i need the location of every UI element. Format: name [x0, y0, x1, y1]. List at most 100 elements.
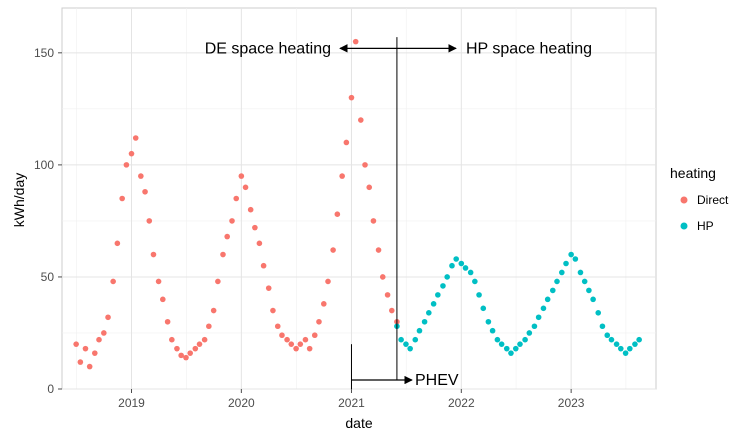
y-tick-label: 0	[47, 382, 54, 396]
axis-ticks: 2019 2020 2021 2022 2023 0 50 100 150	[34, 46, 585, 410]
data-point	[316, 318, 322, 325]
data-point	[627, 345, 633, 352]
data-point	[110, 278, 116, 285]
data-point	[142, 188, 148, 195]
data-point	[86, 363, 93, 370]
legend: heating Direct HP	[670, 165, 729, 233]
data-point	[220, 251, 226, 258]
data-point	[608, 336, 615, 343]
data-point	[279, 332, 285, 339]
data-point	[595, 310, 602, 316]
data-point	[101, 330, 107, 336]
data-point	[138, 173, 144, 179]
data-point	[554, 278, 560, 285]
data-point	[440, 283, 446, 289]
data-point	[352, 38, 359, 45]
data-point	[416, 327, 423, 334]
data-point	[544, 296, 551, 303]
data-point	[229, 218, 235, 224]
data-point	[174, 345, 180, 352]
data-point	[233, 195, 240, 202]
data-point	[430, 301, 437, 307]
x-tick-label: 2019	[118, 396, 145, 410]
legend-key-hp	[680, 222, 688, 230]
legend-title: heating	[670, 165, 716, 181]
data-point	[421, 318, 428, 325]
data-point	[114, 240, 121, 247]
data-point	[366, 184, 373, 191]
data-point	[192, 345, 199, 352]
data-point	[169, 336, 175, 343]
y-tick-label: 150	[34, 46, 54, 60]
data-point	[586, 287, 592, 294]
data-point	[82, 345, 89, 352]
y-tick-label: 50	[41, 270, 55, 284]
data-point	[379, 274, 386, 280]
data-point	[150, 251, 157, 258]
legend-item-direct: Direct	[680, 193, 729, 207]
y-axis-title: kWh/day	[11, 173, 27, 227]
data-point	[160, 296, 166, 303]
data-point	[577, 269, 584, 276]
x-tick-label: 2023	[558, 396, 585, 410]
data-point	[358, 117, 364, 123]
data-point	[508, 350, 514, 356]
data-point	[210, 307, 217, 314]
data-point	[622, 350, 629, 356]
data-point	[435, 292, 441, 298]
data-point	[498, 341, 505, 347]
plot-panel	[61, 7, 657, 390]
data-point	[632, 341, 638, 347]
data-point	[164, 318, 171, 325]
data-point	[412, 336, 419, 343]
data-point	[599, 323, 606, 330]
data-point	[343, 139, 350, 146]
data-point	[476, 292, 482, 298]
legend-item-hp: HP	[680, 219, 714, 233]
data-point	[407, 345, 413, 352]
data-point	[526, 330, 533, 336]
data-point	[73, 341, 79, 347]
data-point	[215, 278, 221, 285]
data-point	[242, 184, 249, 191]
data-point	[531, 323, 538, 330]
data-point	[224, 233, 231, 240]
data-point	[77, 359, 84, 365]
data-point	[302, 336, 309, 343]
data-point	[132, 135, 139, 141]
data-point	[535, 314, 542, 321]
data-point	[91, 350, 98, 356]
data-point	[375, 247, 382, 253]
data-point	[311, 332, 318, 339]
data-point	[517, 341, 523, 347]
data-point	[403, 341, 409, 347]
data-point	[581, 278, 588, 285]
data-point	[512, 345, 519, 352]
data-point	[334, 211, 341, 217]
data-point	[453, 256, 459, 262]
data-point	[467, 269, 474, 276]
legend-key-direct	[680, 196, 688, 204]
data-point	[123, 162, 130, 168]
data-point	[201, 336, 208, 343]
data-point	[146, 218, 153, 224]
x-tick-label: 2021	[338, 396, 365, 410]
data-point	[247, 206, 254, 213]
data-point	[559, 269, 565, 276]
legend-items: Direct HP	[680, 193, 729, 233]
data-point	[206, 323, 212, 330]
grid-lines	[62, 8, 656, 390]
x-tick-label: 2022	[448, 396, 475, 410]
data-point	[178, 352, 184, 359]
data-point	[494, 336, 501, 343]
x-axis-title: date	[345, 415, 372, 431]
data-point	[485, 318, 492, 325]
data-point	[270, 307, 276, 314]
data-point	[320, 301, 327, 307]
data-point	[105, 314, 111, 321]
data-point	[617, 345, 624, 352]
phev-label: PHEV	[415, 372, 459, 389]
data-point	[274, 323, 281, 330]
x-tick-label: 2020	[228, 396, 255, 410]
data-point	[260, 262, 267, 269]
